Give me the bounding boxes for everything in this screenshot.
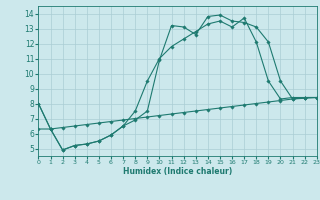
X-axis label: Humidex (Indice chaleur): Humidex (Indice chaleur) — [123, 167, 232, 176]
